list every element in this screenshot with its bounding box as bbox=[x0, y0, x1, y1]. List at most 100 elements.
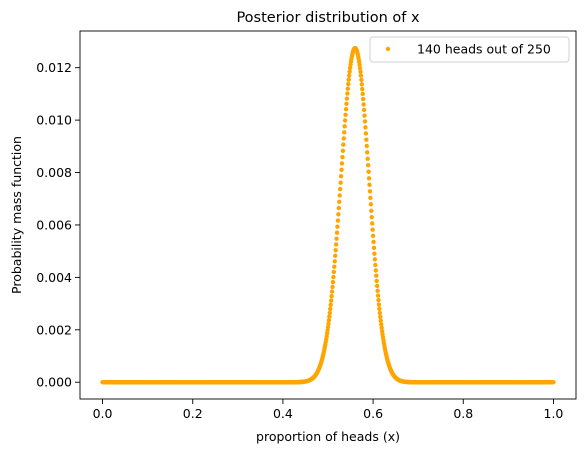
data-point bbox=[327, 314, 332, 319]
y-tick-label: 0.002 bbox=[36, 322, 72, 337]
data-point bbox=[551, 380, 556, 385]
data-point bbox=[359, 82, 365, 87]
data-point bbox=[331, 269, 337, 275]
data-point bbox=[339, 167, 344, 173]
plot-area bbox=[79, 30, 577, 400]
data-point bbox=[337, 186, 343, 192]
x-axis-label: proportion of heads (x) bbox=[256, 429, 400, 444]
data-point bbox=[329, 289, 335, 294]
chart-title: Posterior distribution of x bbox=[236, 10, 420, 26]
data-point bbox=[333, 248, 338, 253]
data-point bbox=[364, 143, 369, 149]
data-point bbox=[371, 239, 376, 245]
data-point bbox=[328, 306, 333, 312]
data-point bbox=[357, 62, 362, 67]
legend: 140 heads out of 250 bbox=[369, 36, 570, 63]
data-point bbox=[346, 73, 352, 78]
data-point bbox=[336, 205, 342, 211]
legend-label: 140 heads out of 250 bbox=[417, 42, 551, 57]
data-point bbox=[343, 112, 348, 117]
data-point bbox=[362, 119, 368, 124]
data-point bbox=[345, 91, 350, 96]
data-point bbox=[366, 176, 372, 181]
data-point bbox=[367, 182, 372, 188]
data-point bbox=[328, 302, 333, 308]
data-point bbox=[362, 113, 367, 118]
data-point bbox=[337, 199, 342, 204]
data-point bbox=[368, 195, 373, 201]
data-point bbox=[344, 96, 350, 101]
data-point bbox=[360, 96, 366, 102]
data-point bbox=[365, 163, 371, 168]
data-point bbox=[347, 69, 352, 74]
x-tick-label: 1.0 bbox=[544, 406, 564, 421]
data-point bbox=[373, 262, 378, 268]
data-point bbox=[363, 131, 369, 136]
data-point bbox=[365, 156, 370, 161]
data-point bbox=[372, 251, 377, 256]
data-point bbox=[359, 77, 364, 83]
data-point bbox=[376, 297, 381, 303]
data-point bbox=[370, 233, 376, 239]
data-point bbox=[339, 161, 345, 166]
data-point bbox=[344, 101, 349, 106]
data-point bbox=[370, 227, 375, 232]
x-tick-label: 0.4 bbox=[273, 406, 293, 421]
data-point bbox=[333, 253, 338, 259]
data-point bbox=[335, 218, 341, 223]
data-point bbox=[378, 318, 383, 323]
data-point bbox=[377, 306, 382, 311]
data-point bbox=[343, 107, 349, 112]
data-point bbox=[337, 193, 342, 198]
data-point bbox=[366, 169, 371, 174]
data-point bbox=[358, 69, 363, 74]
data-point bbox=[361, 107, 367, 113]
data-point bbox=[336, 212, 341, 217]
data-point bbox=[326, 321, 331, 327]
data-point bbox=[379, 322, 384, 327]
data-point bbox=[357, 65, 363, 71]
data-point bbox=[346, 81, 351, 87]
data-point bbox=[342, 124, 347, 129]
legend-box bbox=[369, 36, 570, 63]
data-point bbox=[325, 328, 330, 333]
data-point bbox=[335, 224, 340, 229]
y-tick-label: 0.004 bbox=[36, 270, 72, 285]
data-point bbox=[360, 86, 365, 92]
data-point bbox=[338, 174, 344, 179]
x-tick-label: 0.2 bbox=[183, 406, 203, 421]
y-tick-label: 0.000 bbox=[36, 375, 72, 390]
data-point bbox=[326, 318, 332, 323]
data-point bbox=[340, 148, 346, 154]
data-point bbox=[333, 242, 339, 247]
data-point bbox=[361, 102, 366, 107]
data-point bbox=[334, 230, 340, 235]
data-point bbox=[338, 180, 343, 185]
y-axis-label: Probability mass function bbox=[9, 136, 24, 294]
y-tick-label: 0.008 bbox=[36, 165, 72, 180]
x-axis-ticks: 0.0 0.2 0.4 0.6 0.8 1.0 bbox=[93, 399, 564, 421]
data-point bbox=[375, 288, 380, 294]
data-point bbox=[328, 298, 334, 303]
data-point bbox=[332, 264, 337, 269]
data-point bbox=[369, 221, 375, 226]
data-point bbox=[367, 189, 373, 194]
x-tick-label: 0.8 bbox=[453, 406, 473, 421]
data-point bbox=[375, 293, 381, 298]
data-point bbox=[369, 208, 374, 213]
data-point bbox=[342, 130, 347, 135]
x-tick-label: 0.6 bbox=[363, 406, 383, 421]
data-point bbox=[341, 142, 346, 147]
data-point bbox=[369, 214, 374, 220]
data-point bbox=[334, 236, 339, 241]
data-point bbox=[332, 259, 337, 264]
data-point bbox=[379, 325, 384, 330]
legend-marker bbox=[385, 46, 391, 52]
data-point bbox=[360, 91, 365, 97]
data-point bbox=[377, 310, 383, 316]
data-point bbox=[378, 314, 383, 320]
data-points bbox=[100, 45, 556, 385]
data-point bbox=[330, 279, 336, 285]
